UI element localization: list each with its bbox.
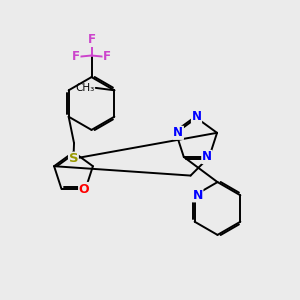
Text: F: F — [88, 33, 95, 46]
Text: N: N — [192, 189, 203, 202]
Text: O: O — [79, 182, 89, 196]
Text: N: N — [173, 126, 183, 139]
Text: F: F — [72, 50, 80, 64]
Text: F: F — [103, 50, 111, 64]
Text: N: N — [191, 110, 202, 123]
Text: S: S — [69, 152, 78, 165]
Text: CH₃: CH₃ — [75, 83, 94, 93]
Text: N: N — [202, 151, 212, 164]
